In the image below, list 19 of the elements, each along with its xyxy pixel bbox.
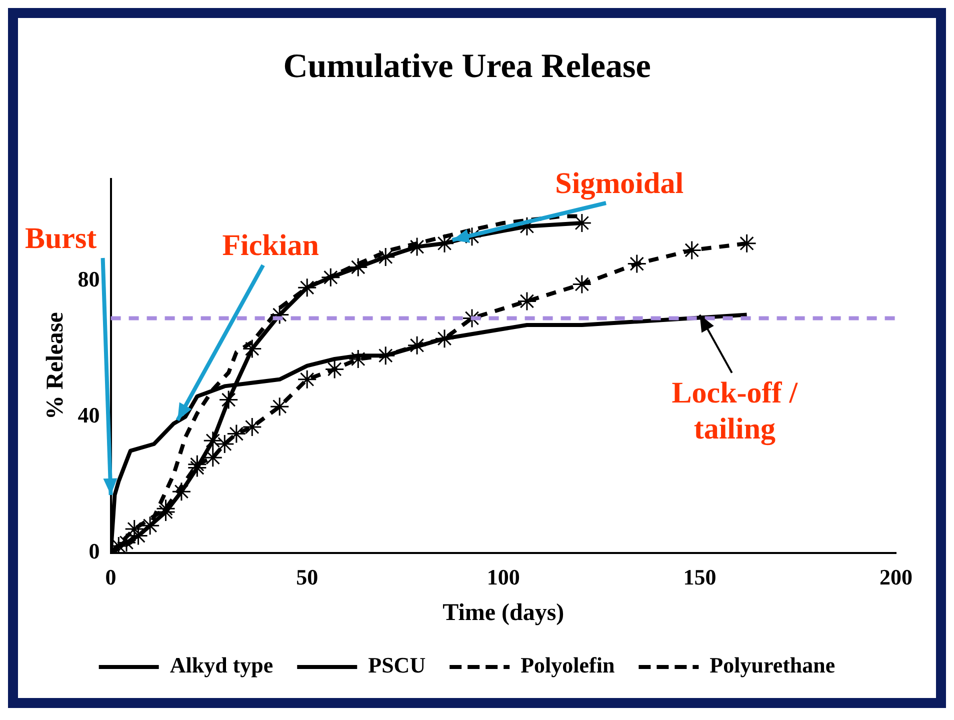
legend-label: Polyurethane [710,652,836,678]
y-tick-label: 80 [78,266,100,292]
legend-label: Polyolefin [520,652,615,678]
chart-title: Cumulative Urea Release [283,48,651,86]
annotation: Sigmoidal [555,166,684,200]
x-tick-label: 150 [683,564,716,590]
annotation: Burst [24,222,97,255]
legend-label: Alkyd type [170,652,274,678]
x-axis-title: Time (days) [442,600,564,626]
x-tick-label: 200 [880,564,912,590]
x-tick-label: 50 [296,564,318,590]
y-tick-label: 0 [88,538,100,564]
annotation: Lock-off / tailing [672,376,798,446]
y-axis-title: % Release [42,312,69,420]
x-tick-label: 0 [105,564,116,590]
x-tick-label: 100 [486,564,520,590]
y-tick-label: 40 [78,402,100,428]
legend-label: PSCU [368,652,426,678]
annotation: Fickian [222,228,320,262]
